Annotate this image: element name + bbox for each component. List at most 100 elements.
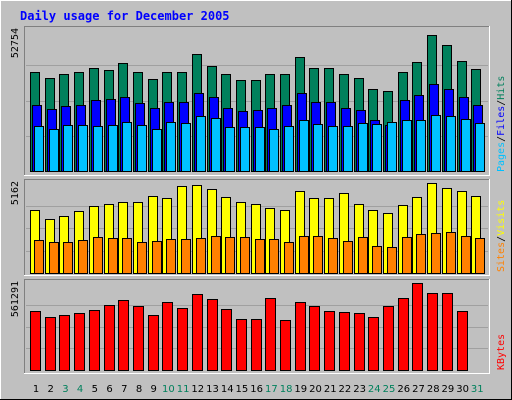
bar-sites-day-9 bbox=[152, 241, 162, 274]
day-label-29: 29 bbox=[442, 384, 455, 395]
day-label-12: 12 bbox=[191, 384, 204, 395]
bar-kbytes-day-10 bbox=[162, 302, 173, 371]
bar-kbytes-day-6 bbox=[104, 305, 115, 371]
bar-kbytes-day-16 bbox=[251, 319, 262, 371]
bar-pages-day-14 bbox=[225, 127, 235, 172]
bar-sites-day-16 bbox=[255, 239, 265, 274]
bar-kbytes-day-19 bbox=[295, 302, 306, 371]
bar-sites-day-19 bbox=[299, 236, 309, 274]
legend-entry: / bbox=[496, 236, 507, 242]
bar-pages-day-9 bbox=[152, 129, 162, 172]
bar-kbytes-day-12 bbox=[192, 294, 203, 371]
bar-pages-day-8 bbox=[137, 125, 147, 172]
bar-kbytes-day-20 bbox=[309, 306, 320, 371]
bar-kbytes-day-17 bbox=[265, 298, 276, 371]
bar-pages-day-31 bbox=[475, 123, 485, 172]
legend-entry: Files bbox=[496, 106, 507, 136]
bar-pages-day-11 bbox=[181, 123, 191, 172]
day-label-6: 6 bbox=[106, 384, 112, 395]
legend-kbytes: KBytes bbox=[496, 334, 507, 370]
day-label-23: 23 bbox=[353, 384, 366, 395]
bar-pages-day-3 bbox=[63, 125, 73, 172]
ymax-label: 52754 bbox=[10, 28, 21, 58]
ymax-label: 5162 bbox=[10, 181, 21, 205]
bar-sites-day-15 bbox=[240, 237, 250, 274]
day-label-2: 2 bbox=[48, 384, 54, 395]
day-label-25: 25 bbox=[383, 384, 396, 395]
day-label-21: 21 bbox=[324, 384, 337, 395]
bar-pages-day-1 bbox=[34, 126, 44, 172]
bar-kbytes-day-8 bbox=[133, 306, 144, 371]
legend-entry: / bbox=[496, 136, 507, 142]
legend-entry: Sites bbox=[496, 242, 507, 272]
day-label-27: 27 bbox=[412, 384, 425, 395]
bar-sites-day-12 bbox=[196, 238, 206, 274]
bar-sites-day-8 bbox=[137, 242, 147, 274]
bar-pages-day-12 bbox=[196, 116, 206, 172]
bar-pages-day-15 bbox=[240, 127, 250, 172]
bar-pages-day-26 bbox=[402, 120, 412, 172]
day-label-16: 16 bbox=[250, 384, 263, 395]
bar-kbytes-day-3 bbox=[59, 315, 70, 371]
day-label-10: 10 bbox=[162, 384, 175, 395]
bar-sites-day-1 bbox=[34, 240, 44, 274]
series-sites bbox=[34, 232, 485, 274]
bar-pages-day-27 bbox=[416, 120, 426, 172]
day-label-28: 28 bbox=[427, 384, 440, 395]
day-label-8: 8 bbox=[136, 384, 142, 395]
bar-sites-day-22 bbox=[343, 241, 353, 274]
bar-sites-day-3 bbox=[63, 242, 73, 274]
legend-entry: Pages bbox=[496, 142, 507, 172]
bar-sites-day-13 bbox=[211, 236, 221, 274]
bar-kbytes-day-26 bbox=[398, 298, 409, 371]
bar-pages-day-23 bbox=[358, 123, 368, 172]
day-label-7: 7 bbox=[121, 384, 127, 395]
bar-kbytes-day-14 bbox=[221, 309, 232, 371]
day-label-18: 18 bbox=[280, 384, 293, 395]
bar-sites-day-5 bbox=[93, 237, 103, 274]
bar-pages-day-20 bbox=[313, 124, 323, 172]
series-kbytes bbox=[30, 283, 468, 371]
ymax-label: 561291 bbox=[10, 281, 21, 317]
bar-kbytes-day-13 bbox=[207, 299, 218, 371]
bar-sites-day-28 bbox=[431, 233, 441, 274]
bar-sites-day-18 bbox=[284, 242, 294, 274]
day-label-13: 13 bbox=[206, 384, 219, 395]
bar-pages-day-4 bbox=[78, 125, 88, 172]
bar-pages-day-17 bbox=[269, 129, 279, 172]
day-label-17: 17 bbox=[265, 384, 278, 395]
bar-kbytes-day-7 bbox=[118, 300, 129, 371]
day-label-5: 5 bbox=[92, 384, 98, 395]
bar-kbytes-day-5 bbox=[89, 310, 100, 371]
day-label-9: 9 bbox=[151, 384, 157, 395]
bar-pages-day-18 bbox=[284, 126, 294, 172]
chart-panels: 52754Pages/Files/Hits5162Sites/Visits561… bbox=[10, 26, 507, 374]
day-label-11: 11 bbox=[177, 384, 190, 395]
bar-sites-day-24 bbox=[372, 246, 382, 274]
bar-pages-day-25 bbox=[387, 122, 397, 172]
bar-pages-day-21 bbox=[328, 126, 338, 172]
bar-pages-day-29 bbox=[446, 116, 456, 172]
bar-kbytes-day-27 bbox=[412, 283, 423, 371]
bar-sites-day-11 bbox=[181, 239, 191, 274]
bar-sites-day-29 bbox=[446, 232, 456, 274]
legend-entry: Visits bbox=[496, 200, 507, 236]
day-label-3: 3 bbox=[62, 384, 68, 395]
legend-entry: / bbox=[496, 100, 507, 106]
bar-kbytes-day-11 bbox=[177, 308, 188, 371]
bar-sites-day-30 bbox=[461, 236, 471, 274]
legend-visits-sites: Sites/Visits bbox=[496, 200, 507, 272]
bar-kbytes-day-9 bbox=[148, 315, 159, 371]
day-label-19: 19 bbox=[294, 384, 307, 395]
bar-kbytes-day-28 bbox=[427, 293, 438, 371]
panel-visits-sites: 5162 Sites/Visits bbox=[10, 179, 507, 276]
bar-pages-day-16 bbox=[255, 127, 265, 172]
bar-pages-day-19 bbox=[299, 120, 309, 172]
bar-pages-day-30 bbox=[461, 119, 471, 172]
panel-kbytes: 561291 KBytes bbox=[10, 279, 507, 374]
day-label-1: 1 bbox=[33, 384, 39, 395]
bar-sites-day-31 bbox=[475, 238, 485, 274]
bar-kbytes-day-18 bbox=[280, 320, 291, 371]
